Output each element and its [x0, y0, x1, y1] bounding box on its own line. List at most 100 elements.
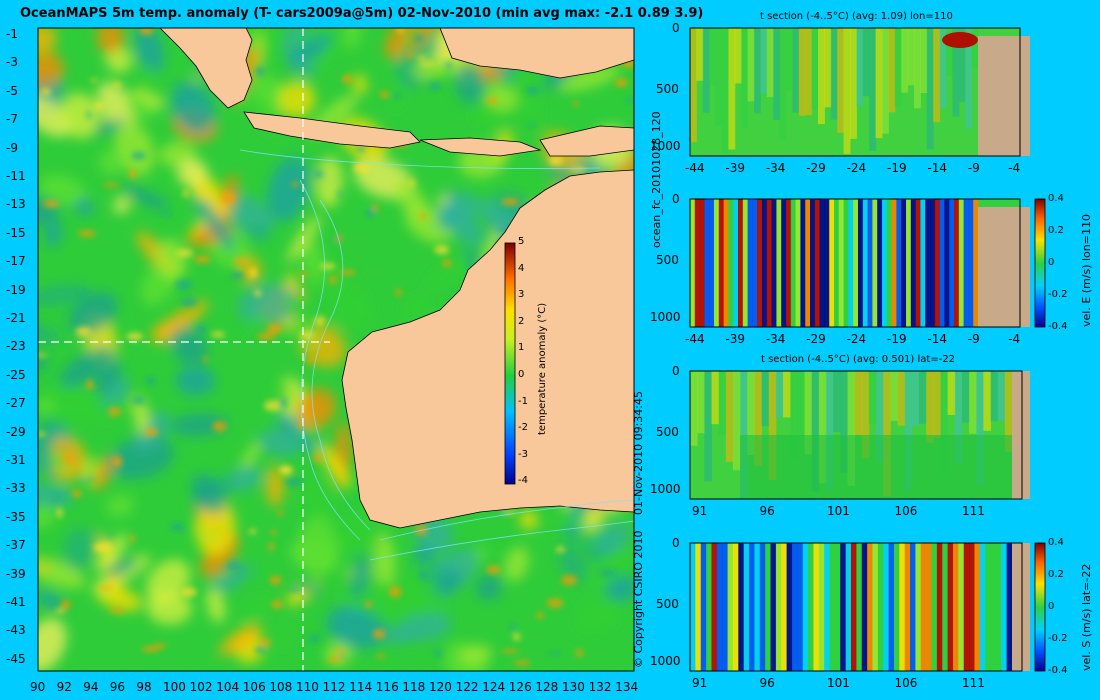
map-eddy-feature: [249, 267, 258, 278]
map-y-tick: -39: [6, 566, 26, 581]
section-cell: [818, 371, 827, 484]
section-cell: [830, 28, 838, 120]
map-eddy-feature: [60, 600, 71, 610]
map-anomaly-patch: [48, 383, 100, 424]
map-eddy-feature: [434, 649, 442, 658]
section-cell: [915, 199, 921, 327]
map-anomaly-patch: [237, 284, 302, 326]
section-x-tick: -34: [765, 161, 786, 175]
section-cell: [791, 543, 798, 671]
section-cell: [965, 28, 973, 129]
map-title: OceanMAPS 5m temp. anomaly (T- cars2009a…: [20, 6, 704, 21]
map-anomaly-patch: [38, 28, 57, 55]
map-eddy-feature: [560, 575, 578, 586]
velocity-colorbar-label: vel. E (m/s) lon=110: [1080, 214, 1093, 327]
map-x-tick: 124: [482, 680, 506, 694]
section-x-tick: 96: [759, 504, 775, 518]
section-y-tick: 1000: [650, 138, 681, 153]
section-cell: [920, 543, 927, 671]
map-anomaly-patch: [60, 92, 100, 139]
section-cell: [760, 28, 768, 94]
section-cell: [699, 199, 705, 327]
section-land: [978, 207, 1030, 327]
map-anomaly-patch: [267, 156, 311, 222]
map-anomaly-patch: [257, 429, 302, 456]
section-cell: [851, 543, 857, 671]
map-eddy-feature: [38, 353, 49, 358]
map-anomaly-patch: [195, 500, 236, 556]
section-x-tick: -19: [887, 332, 907, 346]
section-cell: [765, 543, 771, 671]
map-eddy-feature: [419, 213, 427, 220]
section-cell: [894, 28, 902, 107]
map-eddy-feature: [108, 407, 121, 417]
section-cell: [805, 28, 813, 116]
map-eddy-feature: [126, 332, 143, 341]
map-anomaly-patch: [343, 28, 362, 50]
section-cell: [740, 435, 1012, 499]
map-eddy-feature: [328, 276, 338, 284]
section-y-tick: 500: [656, 252, 679, 267]
map-eddy-feature: [615, 78, 628, 88]
map-anomaly-patch: [287, 294, 313, 320]
section-x-tick: -39: [725, 161, 745, 175]
map-eddy-feature: [314, 315, 326, 326]
section-cell: [1004, 371, 1013, 452]
run-id-text: ocean_fc_20101028_120: [650, 111, 663, 248]
map-anomaly-patch: [574, 597, 622, 634]
section-cell: [728, 28, 736, 150]
section-x-tick: -24: [846, 332, 867, 346]
map-eddy-feature: [176, 249, 194, 257]
section-cell: [734, 28, 742, 84]
map-x-tick: 98: [136, 680, 152, 694]
map-eddy-feature: [169, 523, 186, 531]
map-anomaly-patch: [38, 483, 74, 507]
warm-anomaly-core: [942, 32, 978, 48]
map-eddy-feature: [395, 289, 402, 296]
map-anomaly-patch: [96, 28, 124, 54]
map-eddy-feature: [418, 570, 429, 581]
map-anomaly-patch: [559, 65, 621, 92]
section-panel-4: [689, 542, 1046, 672]
section-cell: [985, 543, 992, 671]
map-eddy-feature: [548, 155, 563, 166]
section-cell: [838, 199, 845, 327]
map-eddy-feature: [365, 600, 372, 608]
map-anomaly-patch: [121, 184, 169, 210]
section-cell: [974, 543, 981, 671]
map-eddy-feature: [624, 98, 634, 103]
section-cell: [696, 28, 704, 81]
section-cell: [690, 199, 696, 327]
map-eddy-feature: [525, 86, 540, 95]
map-eddy-feature: [254, 66, 265, 77]
section-cell: [690, 28, 697, 143]
section-land: [1012, 371, 1030, 499]
map-x-tick: 100: [163, 680, 186, 694]
section-cell: [824, 543, 831, 671]
map-anomaly-patch: [519, 510, 538, 530]
section-cell: [715, 28, 723, 127]
map-eddy-feature: [326, 656, 344, 662]
map-eddy-feature: [108, 608, 126, 613]
section-cell: [942, 543, 949, 671]
map-eddy-feature: [226, 561, 242, 571]
map-eddy-feature: [271, 600, 283, 609]
section-cell: [990, 543, 997, 671]
section-cell: [694, 199, 701, 327]
map-eddy-feature: [416, 55, 427, 60]
section-cell: [883, 543, 890, 671]
section-cell: [762, 199, 768, 327]
section-cell: [742, 199, 749, 327]
section-cell: [940, 371, 949, 474]
map-anomaly-patch: [330, 519, 354, 543]
map-anomaly-patch: [393, 178, 428, 218]
velocity-colorbar-tick: 0.4: [1048, 537, 1064, 548]
section-cell: [754, 371, 763, 467]
section-cell: [952, 543, 959, 671]
section-cell: [781, 199, 787, 327]
map-eddy-feature: [55, 608, 66, 614]
map-y-tick: -17: [6, 254, 26, 269]
map-anomaly-patch: [289, 539, 339, 574]
section-cell: [829, 543, 836, 671]
section-cell: [790, 199, 797, 327]
